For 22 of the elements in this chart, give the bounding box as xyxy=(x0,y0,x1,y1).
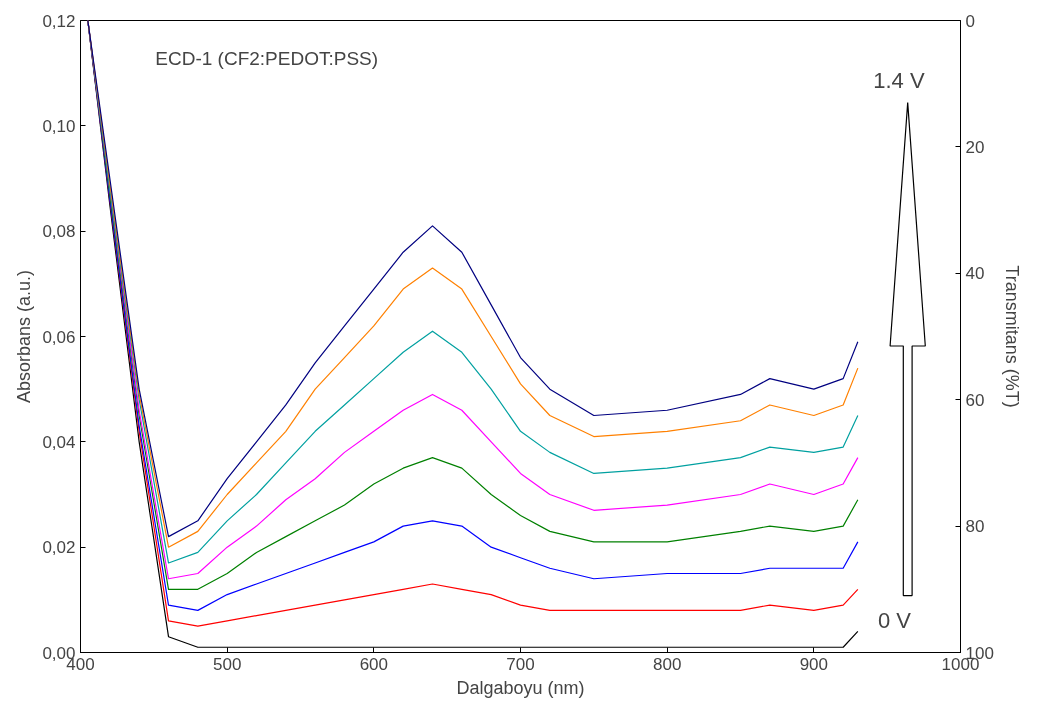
annotation: 1.4 V xyxy=(873,68,925,94)
x-tick-label: 700 xyxy=(506,654,535,674)
y-tick-label: 0,06 xyxy=(42,327,76,347)
y2-axis-title: Transmitans (%T) xyxy=(1001,265,1022,408)
y2-tick-label: 40 xyxy=(965,264,985,284)
annotation: ECD-1 (CF2:PEDOT:PSS) xyxy=(155,47,379,69)
x-tick-label: 800 xyxy=(652,654,682,674)
y-tick-label: 0,08 xyxy=(42,222,76,242)
x-tick-label: 500 xyxy=(212,654,242,674)
x-tick-label: 900 xyxy=(799,654,829,674)
y-axis-title: Absorbans (a.u.) xyxy=(14,269,35,404)
y-tick-label: 0,12 xyxy=(42,11,76,31)
x-tick-label: 600 xyxy=(359,654,389,674)
annotation: 0 V xyxy=(877,608,912,634)
y2-tick-label: 20 xyxy=(965,137,985,157)
y-tick-label: 0,02 xyxy=(42,538,76,558)
x-axis-title: Dalgaboyu (nm) xyxy=(456,677,585,698)
y2-tick-label: 80 xyxy=(965,517,985,537)
y2-tick-label: 0 xyxy=(965,11,975,31)
y2-tick-label: 60 xyxy=(965,390,985,410)
y-tick-label: 0,10 xyxy=(42,116,76,136)
y-tick-label: 0,04 xyxy=(42,432,76,452)
